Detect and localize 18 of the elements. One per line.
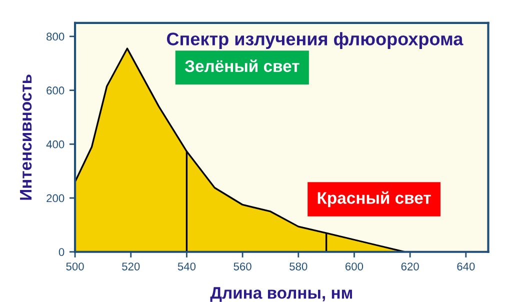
y-tick-label: 600 <box>46 86 64 94</box>
x-tick-label: 520 <box>122 262 140 270</box>
x-tick-label: 640 <box>457 262 475 270</box>
y-tick-label: 0 <box>58 248 64 256</box>
y-tick-label: 800 <box>46 32 64 41</box>
x-tick-label: 620 <box>401 262 419 270</box>
x-axis-title: Длина волны, нм <box>210 287 352 302</box>
y-tick-label: 200 <box>46 194 64 202</box>
annotation: Красный свет <box>318 191 431 208</box>
y-axis-title: Интенсивность <box>20 74 32 200</box>
x-tick-label: 580 <box>290 262 308 270</box>
x-tick-label: 600 <box>346 262 364 270</box>
chart-title: Спектр излучения флюорохрома <box>166 32 464 49</box>
x-tick-label: 500 <box>66 262 84 270</box>
x-tick-label: 540 <box>178 262 196 270</box>
x-tick-label: 560 <box>234 262 252 270</box>
annotation: Зелёный свет <box>184 59 300 72</box>
y-tick-label: 400 <box>46 140 64 148</box>
